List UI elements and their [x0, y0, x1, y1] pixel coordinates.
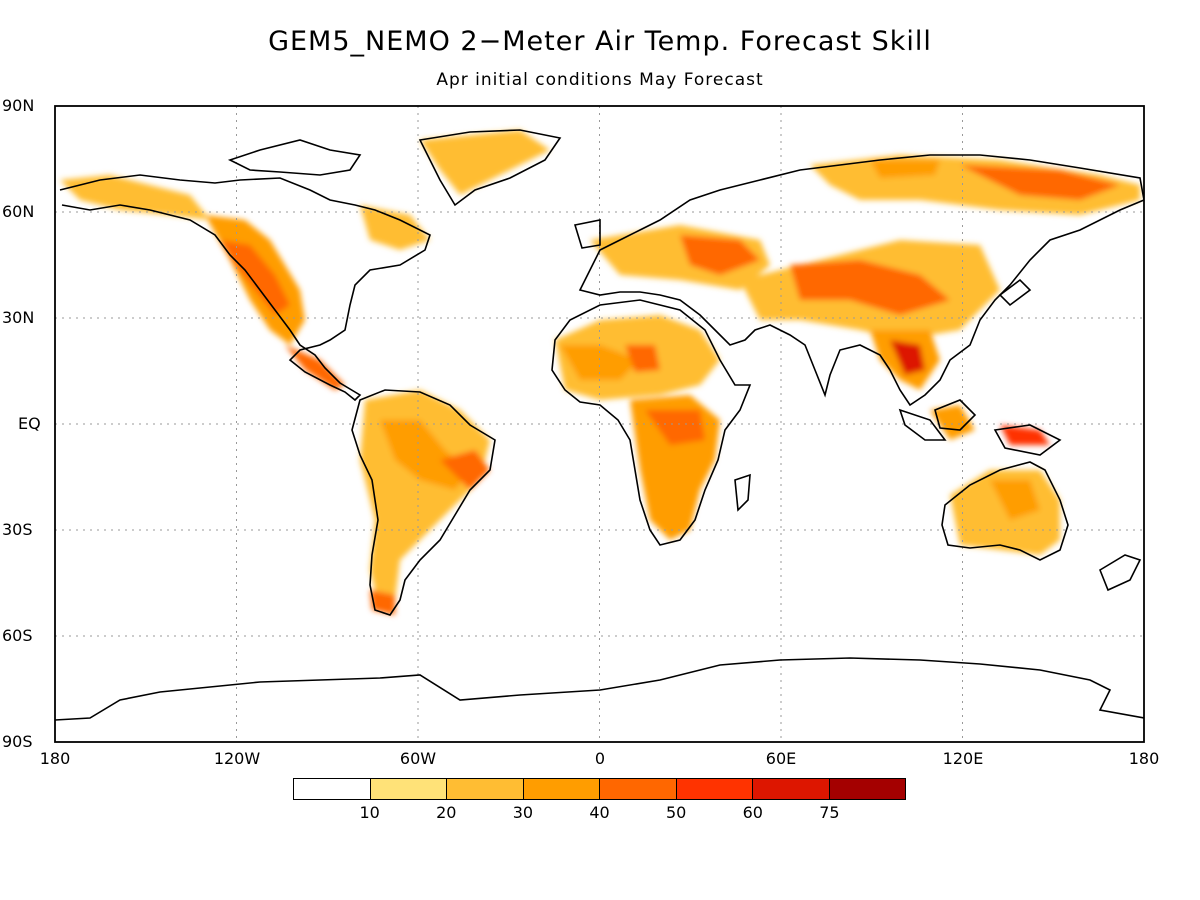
- map-title: GEM5_NEMO 2−Meter Air Temp. Forecast Ski…: [268, 26, 932, 57]
- colorbar-segment: [829, 779, 905, 799]
- lon-label-60w: 60W: [399, 749, 437, 768]
- lon-label-120w: 120W: [213, 749, 261, 768]
- colorbar-segment: [753, 779, 830, 799]
- colorbar-segment: [294, 779, 371, 799]
- skill-shading: [60, 130, 1140, 615]
- colorbar: [293, 778, 906, 800]
- lon-label-180w: 180: [39, 749, 71, 768]
- map-subtitle: Apr initial conditions May Forecast: [436, 70, 764, 90]
- lat-label-90s: 90S: [2, 732, 33, 751]
- colorbar-label: 75: [819, 803, 840, 822]
- colorbar-segment: [447, 779, 524, 799]
- colorbar-label: 40: [589, 803, 610, 822]
- lat-label-30n: 30N: [2, 308, 35, 327]
- colorbar-label: 10: [359, 803, 380, 822]
- coastlines: [55, 129, 1144, 721]
- colorbar-label: 20: [436, 803, 457, 822]
- lat-label-90n: 90N: [2, 96, 35, 115]
- lon-label-120e: 120E: [942, 749, 984, 768]
- map-frame: [54, 105, 1145, 743]
- lat-label-30s: 30S: [2, 520, 33, 539]
- graticule: [55, 106, 1144, 742]
- lat-label-60s: 60S: [2, 626, 33, 645]
- colorbar-segment: [523, 779, 600, 799]
- lon-label-180e: 180: [1128, 749, 1160, 768]
- colorbar-segment: [370, 779, 447, 799]
- colorbar-segment: [600, 779, 677, 799]
- lon-label-60e: 60E: [765, 749, 797, 768]
- lon-label-0: 0: [594, 749, 606, 768]
- lat-label-eq: EQ: [18, 414, 41, 433]
- colorbar-label: 60: [742, 803, 763, 822]
- colorbar-label: 50: [665, 803, 687, 822]
- colorbar-label: 30: [512, 803, 534, 822]
- lat-label-60n: 60N: [2, 202, 35, 221]
- colorbar-segment: [676, 779, 753, 799]
